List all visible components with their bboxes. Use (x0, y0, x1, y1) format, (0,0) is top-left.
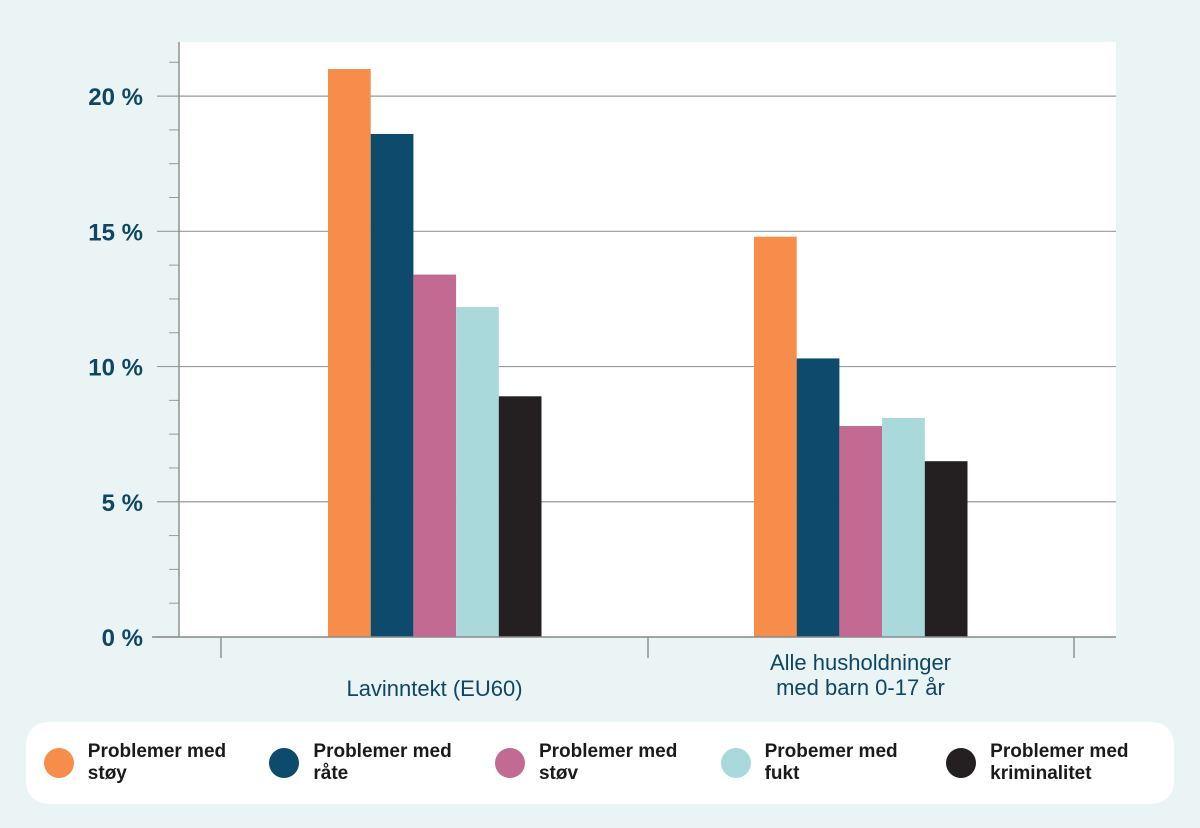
bar (924, 461, 968, 637)
bar (796, 358, 840, 637)
legend-swatch (946, 748, 977, 778)
x-category-label: Alle husholdninger med barn 0-17 år (770, 650, 951, 700)
bar (370, 133, 414, 638)
legend-label: Probemer med fukt (764, 741, 898, 784)
legend: Problemer med støy Problemer med råte Prob… (26, 722, 1174, 804)
plot-area (179, 42, 1116, 637)
x-category-label: Lavinntekt (EU60) (346, 676, 522, 701)
x-axis: Lavinntekt (EU60) Alle husholdninger med b… (152, 636, 1116, 701)
bar (754, 236, 797, 637)
legend-label: Problemer med støv (538, 741, 678, 784)
y-axis: 0 % 5 % 10 % 15 % 20 % (88, 42, 180, 652)
legend-label: Problemer med kriminalitet (990, 741, 1129, 784)
y-tick-label: 15 % (88, 219, 143, 246)
bars (328, 69, 968, 638)
bar (839, 426, 883, 637)
legend-label: Problemer med råte (313, 741, 452, 784)
legend-item: Problemer med råte (269, 741, 479, 785)
y-tick-label: 5 % (102, 490, 143, 517)
legend-item: Probemer med fukt (720, 741, 931, 785)
y-tick-label: 20 % (88, 84, 143, 111)
legend-item: Problemer med støy (43, 741, 254, 785)
legend-swatch (720, 748, 751, 778)
legend-label: Problemer med støy (87, 741, 227, 784)
bar (498, 396, 542, 637)
legend-swatch (43, 748, 74, 778)
bar (413, 274, 457, 637)
y-tick-label: 10 % (88, 355, 143, 382)
legend-swatch (494, 748, 525, 778)
y-tick-label: 0 % (102, 625, 143, 652)
bar (456, 307, 499, 637)
legend-swatch (269, 748, 300, 778)
legend-item: Problemer med støv (494, 741, 705, 785)
legend-item: Problemer med kriminalitet (946, 741, 1156, 785)
bar (328, 69, 371, 637)
bar (882, 417, 925, 637)
